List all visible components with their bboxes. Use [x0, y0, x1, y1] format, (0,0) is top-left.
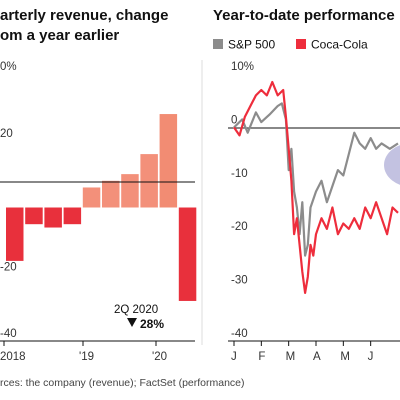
left-bars	[6, 114, 197, 301]
down-triangle-icon	[127, 318, 137, 327]
right-x-tick-label: A	[313, 351, 321, 363]
legend-label-sp500: S&P 500	[228, 38, 275, 52]
left-y-tick-label: 20	[0, 128, 13, 140]
line-sp500	[233, 102, 399, 257]
right-chart-title: Year-to-date performance	[213, 7, 395, 24]
bar-2018Q3	[44, 207, 62, 228]
right-x-tick-label: M	[340, 351, 350, 363]
right-y-tick-label: -40	[231, 328, 248, 340]
left-x-tick-label: '19	[79, 351, 94, 363]
bar-2019Q3	[121, 174, 139, 208]
bar-2019Q4	[140, 154, 158, 208]
bar-2020Q2	[178, 207, 197, 301]
left-chart-title-line1: arterly revenue, change	[0, 7, 168, 24]
source-note: rces: the company (revenue); FactSet (pe…	[0, 377, 245, 389]
legend-label-coca-cola: Coca-Cola	[311, 38, 368, 52]
right-y-tick-label: 10%	[231, 61, 254, 73]
bar-2019Q1	[82, 187, 101, 208]
annotation-value: 28%	[140, 317, 164, 331]
left-x-axis: 2018 '19 '20	[0, 341, 167, 363]
right-y-tick-label: -10	[231, 168, 248, 180]
bar-2020Q1	[159, 114, 178, 208]
left-y-tick-label: 0%	[0, 61, 17, 73]
legend-swatch-sp500	[213, 39, 223, 49]
right-x-tick-label: M	[286, 351, 296, 363]
right-x-tick-label: J	[231, 351, 237, 363]
right-y-tick-label: -20	[231, 221, 248, 233]
left-y-tick-label: -40	[0, 328, 17, 340]
line-coca-cola	[233, 80, 399, 294]
bar-2018Q1	[6, 207, 24, 261]
left-y-axis: 0% 20 -20 -40	[0, 61, 17, 340]
left-x-tick-label: '20	[152, 351, 167, 363]
right-x-tick-label: F	[258, 351, 265, 363]
right-y-tick-label: 0	[231, 114, 237, 126]
highlight-ellipse	[384, 145, 400, 185]
annotation-label: 2Q 2020	[114, 304, 158, 316]
right-y-tick-label: -30	[231, 275, 248, 287]
right-x-tick-label: J	[368, 351, 374, 363]
bar-2019Q2	[102, 180, 120, 208]
left-x-tick-label: 2018	[0, 351, 26, 363]
right-y-axis: 10% 0 -10 -20 -30 -40	[231, 61, 254, 340]
bar-2018Q4	[63, 207, 82, 225]
right-lines	[233, 80, 399, 294]
legend-swatch-coca-cola	[296, 39, 306, 49]
left-chart-title-line2: om a year earlier	[0, 27, 119, 44]
bar-2018Q2	[25, 207, 43, 225]
left-y-tick-label: -20	[0, 261, 17, 273]
